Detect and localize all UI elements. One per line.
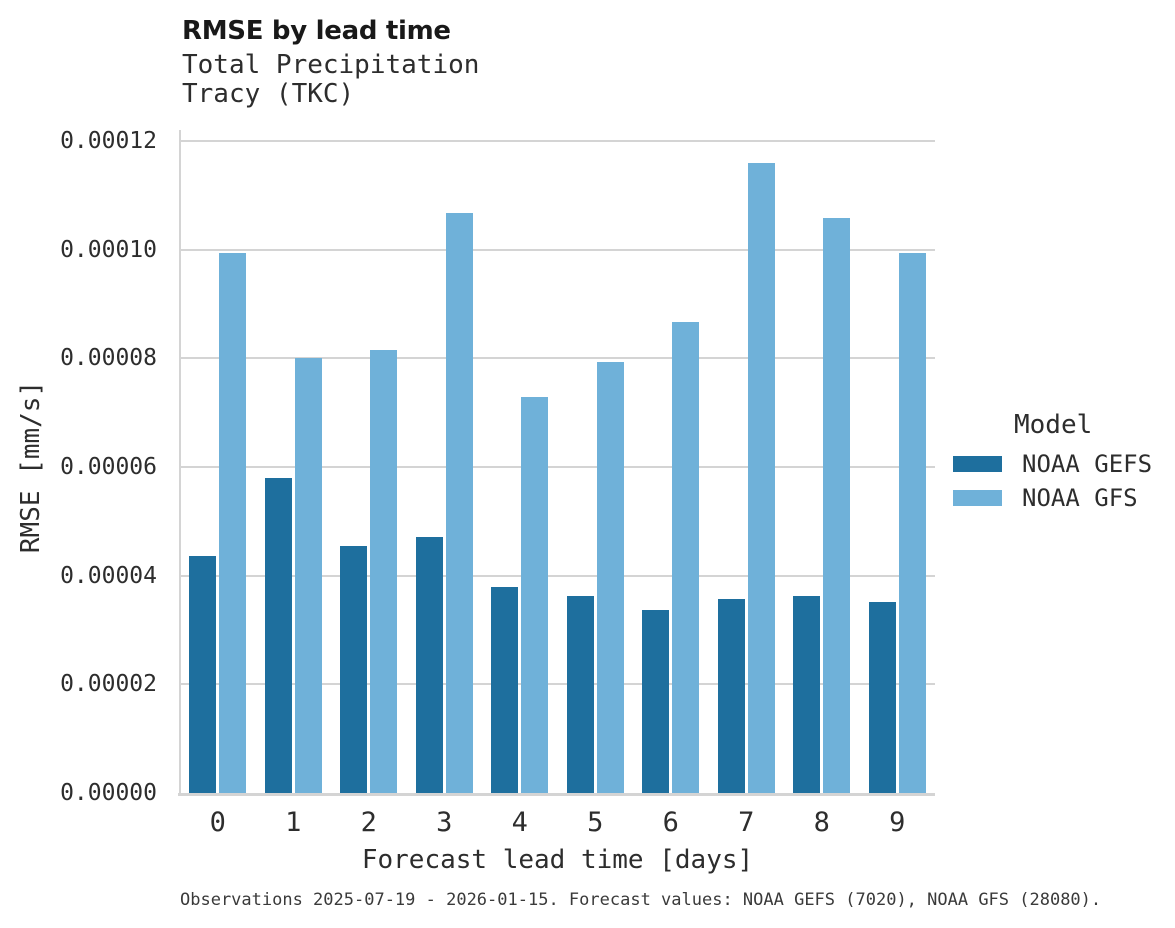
bar-noaa-gfs-lead-5: [596, 361, 624, 793]
bar-noaa-gefs-lead-7: [717, 599, 745, 793]
bar-noaa-gfs-lead-9: [898, 252, 926, 793]
y-tick-0.00006: 0.00006: [60, 454, 157, 480]
y-tick-0.00008: 0.00008: [60, 345, 157, 372]
legend-swatch-noaa-gefs: [953, 456, 1002, 472]
bar-noaa-gefs-lead-8: [793, 595, 821, 793]
x-tick-4: 4: [511, 807, 528, 838]
gridline-0.00010: [180, 248, 935, 251]
gridline-0.00002: [180, 683, 935, 686]
x-tick-0: 0: [209, 807, 226, 838]
x-tick-2: 2: [360, 807, 377, 838]
y-tick-0.00002: 0.00002: [60, 671, 157, 698]
legend-label-noaa-gefs: NOAA GEFS: [1022, 450, 1153, 478]
x-axis-label: Forecast lead time [days]: [361, 845, 754, 875]
subtitle-variable: Total Precipitation: [182, 50, 480, 80]
bar-noaa-gfs-lead-7: [747, 162, 775, 793]
x-tick-9: 9: [889, 807, 906, 838]
bar-noaa-gfs-lead-0: [219, 252, 247, 793]
x-tick-3: 3: [436, 807, 453, 838]
bar-noaa-gefs-lead-6: [642, 609, 670, 793]
bar-noaa-gfs-lead-3: [445, 212, 473, 793]
x-tick-5: 5: [587, 807, 604, 838]
x-tick-7: 7: [738, 807, 755, 838]
y-tick-0.00000: 0.00000: [60, 780, 157, 806]
bar-noaa-gefs-lead-2: [340, 546, 368, 793]
bar-noaa-gefs-lead-0: [189, 556, 217, 793]
legend: Model NOAA GEFS NOAA GFS: [953, 411, 1152, 519]
bar-noaa-gefs-lead-5: [566, 596, 594, 793]
gridline-0.00012: [180, 140, 935, 142]
x-tick-8: 8: [813, 807, 830, 838]
bar-noaa-gefs-lead-1: [264, 477, 292, 793]
legend-label-noaa-gfs: NOAA GFS: [1022, 484, 1138, 512]
y-axis-line: [179, 130, 181, 796]
gridline-0.00006: [180, 466, 935, 468]
bar-noaa-gefs-lead-3: [415, 536, 443, 793]
bar-noaa-gfs-lead-8: [823, 218, 851, 793]
y-tick-0.00004: 0.00004: [60, 562, 157, 589]
x-tick-6: 6: [662, 807, 679, 838]
y-tick-0.00010: 0.00010: [60, 236, 157, 263]
y-tick-0.00012: 0.00012: [60, 128, 157, 154]
legend-title: Model: [1014, 410, 1093, 440]
legend-entry-noaa-gefs: NOAA GEFS: [953, 451, 1152, 477]
bar-noaa-gfs-lead-2: [370, 350, 398, 793]
x-axis-line: [178, 793, 935, 796]
gridline-0.00008: [180, 357, 935, 360]
gridline-0.00004: [180, 574, 935, 577]
bar-noaa-gfs-lead-1: [294, 357, 322, 793]
bar-noaa-gefs-lead-4: [491, 587, 519, 793]
bar-noaa-gefs-lead-9: [868, 601, 896, 793]
footnote: Observations 2025-07-19 - 2026-01-15. Fo…: [180, 890, 1102, 910]
legend-swatch-noaa-gfs: [953, 490, 1002, 506]
subtitle-station: Tracy (TKC): [182, 79, 355, 109]
legend-entry-noaa-gfs: NOAA GFS: [953, 485, 1152, 511]
bar-noaa-gfs-lead-4: [521, 396, 549, 793]
chart-subtitle: Total Precipitation Tracy (TKC): [182, 51, 479, 109]
x-tick-1: 1: [285, 807, 302, 838]
chart-title: RMSE by lead time: [182, 16, 451, 46]
bar-noaa-gfs-lead-6: [672, 322, 700, 793]
